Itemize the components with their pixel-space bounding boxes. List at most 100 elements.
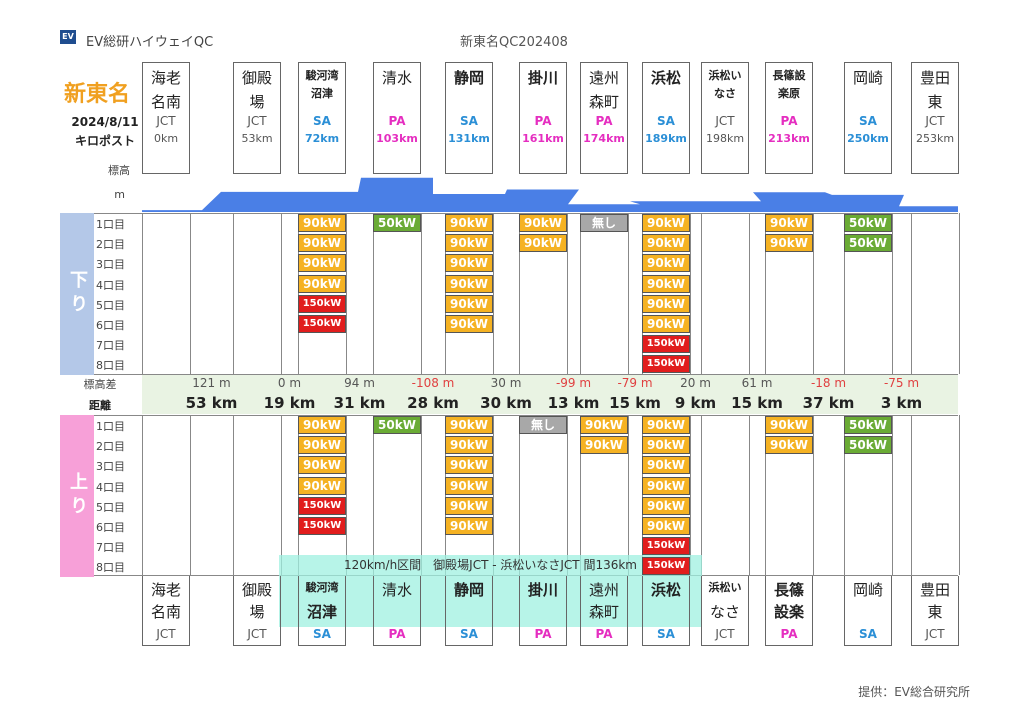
column-edge — [959, 415, 960, 575]
segment-distance: 15 km — [731, 394, 783, 412]
charger-badge: 150kW — [298, 315, 346, 333]
station-name: 岡崎 — [852, 69, 883, 87]
charger-badge: 90kW — [445, 456, 493, 475]
charger-badge: 50kW — [844, 436, 892, 455]
column-edge — [690, 213, 691, 374]
station-name-line2: 場 — [249, 603, 265, 621]
station-name: 長篠設 — [772, 69, 806, 82]
station-type: SA — [657, 114, 675, 128]
charger-badge: 90kW — [519, 214, 567, 232]
elevation-diff: 94 m — [344, 376, 375, 390]
column-edge — [346, 415, 347, 575]
column-edge — [373, 213, 374, 374]
kilopost: 189km — [645, 132, 687, 145]
station-type: PA — [534, 114, 552, 128]
segment-distance: 53 km — [185, 394, 238, 412]
charger-badge: 90kW — [445, 436, 493, 455]
charger-badge: 90kW — [642, 436, 690, 455]
station-name: 豊田 — [919, 69, 950, 87]
column-edge — [493, 213, 494, 374]
segment-band — [142, 375, 958, 414]
station-name: 浜松 — [650, 69, 681, 87]
elevation-diff: 61 m — [741, 376, 773, 390]
station-type: SA — [460, 627, 478, 641]
charger-badge: 90kW — [765, 436, 813, 455]
segment-distance: 3 km — [880, 394, 923, 412]
column-edge — [373, 415, 374, 575]
station-type: PA — [595, 627, 613, 641]
charger-badge: 90kW — [519, 234, 567, 253]
direction-up: 上り — [60, 415, 94, 577]
station-column: 駿河湾 沼津 SA 72km — [298, 62, 346, 174]
kilopost: 250km — [847, 132, 889, 145]
station-name-line2: 東 — [927, 93, 943, 111]
charger-badge: 90kW — [642, 274, 690, 293]
charger-badge: 90kW — [445, 517, 493, 535]
station-column: 掛川 PA 161km — [519, 62, 567, 174]
station-type: JCT — [925, 114, 945, 128]
charger-badge: 90kW — [298, 274, 346, 293]
station-type: PA — [595, 114, 613, 128]
charger-badge: 50kW — [844, 214, 892, 232]
column-edge — [690, 415, 691, 575]
charger-badge: 90kW — [580, 416, 628, 434]
grid-line — [60, 415, 958, 416]
station-column-bottom: 掛川 PA — [519, 576, 567, 646]
station-name-line2: 名南 — [150, 603, 181, 621]
station-type: JCT — [156, 114, 176, 128]
report-date: 2024/8/11 — [71, 115, 139, 129]
charger-badge: 150kW — [298, 294, 346, 313]
column-edge — [421, 213, 422, 374]
report-code: 新東名QC202408 — [460, 35, 568, 50]
station-type: JCT — [715, 627, 735, 641]
station-name-line2: 名南 — [150, 93, 181, 111]
column-edge — [642, 213, 643, 374]
column-edge — [519, 415, 520, 575]
charger-badge: 90kW — [445, 294, 493, 313]
charger-badge: 90kW — [445, 315, 493, 333]
charger-badge: 50kW — [844, 234, 892, 253]
column-edge — [959, 213, 960, 374]
station-name-line2: 楽原 — [778, 87, 800, 100]
charger-badge: 90kW — [642, 294, 690, 313]
station-name: 豊田 — [919, 581, 950, 599]
column-edge — [580, 213, 581, 374]
elevation-diff: -79 m — [617, 376, 653, 390]
station-name: 海老 — [150, 69, 181, 87]
charger-badge: 90kW — [642, 214, 690, 232]
slot-label: 7口目 — [96, 541, 125, 555]
segment-distance: 15 km — [609, 394, 661, 412]
station-column: 浜松い なさ JCT 198km — [701, 62, 749, 174]
speed-zone-band — [279, 555, 702, 627]
charger-badge: 90kW — [445, 254, 493, 273]
ev-logo: EV — [60, 30, 76, 44]
charger-badge: 150kW — [642, 335, 690, 354]
station-name-line2: 場 — [249, 93, 265, 111]
charger-badge: 90kW — [445, 274, 493, 293]
direction-down: 下り — [60, 213, 94, 375]
station-name: 御殿 — [241, 581, 272, 599]
station-column-bottom: 浜松い なさ JCT — [701, 576, 749, 646]
station-type: JCT — [925, 627, 945, 641]
column-edge — [628, 415, 629, 575]
segment-distance: 13 km — [547, 394, 600, 412]
slot-label: 8口目 — [96, 561, 125, 575]
station-column: 浜松 SA 189km — [642, 62, 690, 174]
charger-badge: 90kW — [445, 476, 493, 495]
station-name: 海老 — [150, 581, 181, 599]
elevation-diff: 20 m — [680, 376, 711, 390]
slot-label: 1口目 — [96, 218, 125, 231]
station-column: 長篠設 楽原 PA 213km — [765, 62, 813, 174]
column-edge — [813, 213, 814, 374]
column-edge — [233, 415, 234, 575]
station-column-bottom: 海老 名南 JCT — [142, 576, 190, 646]
charger-badge: 90kW — [298, 476, 346, 495]
station-name: 静岡 — [453, 69, 484, 87]
kilopost: 253km — [915, 132, 955, 145]
charger-badge: 150kW — [642, 355, 690, 374]
charger-badge: 150kW — [642, 557, 690, 576]
station-column: 静岡 SA 131km — [445, 62, 493, 174]
segment-distance: 31 km — [333, 394, 386, 412]
